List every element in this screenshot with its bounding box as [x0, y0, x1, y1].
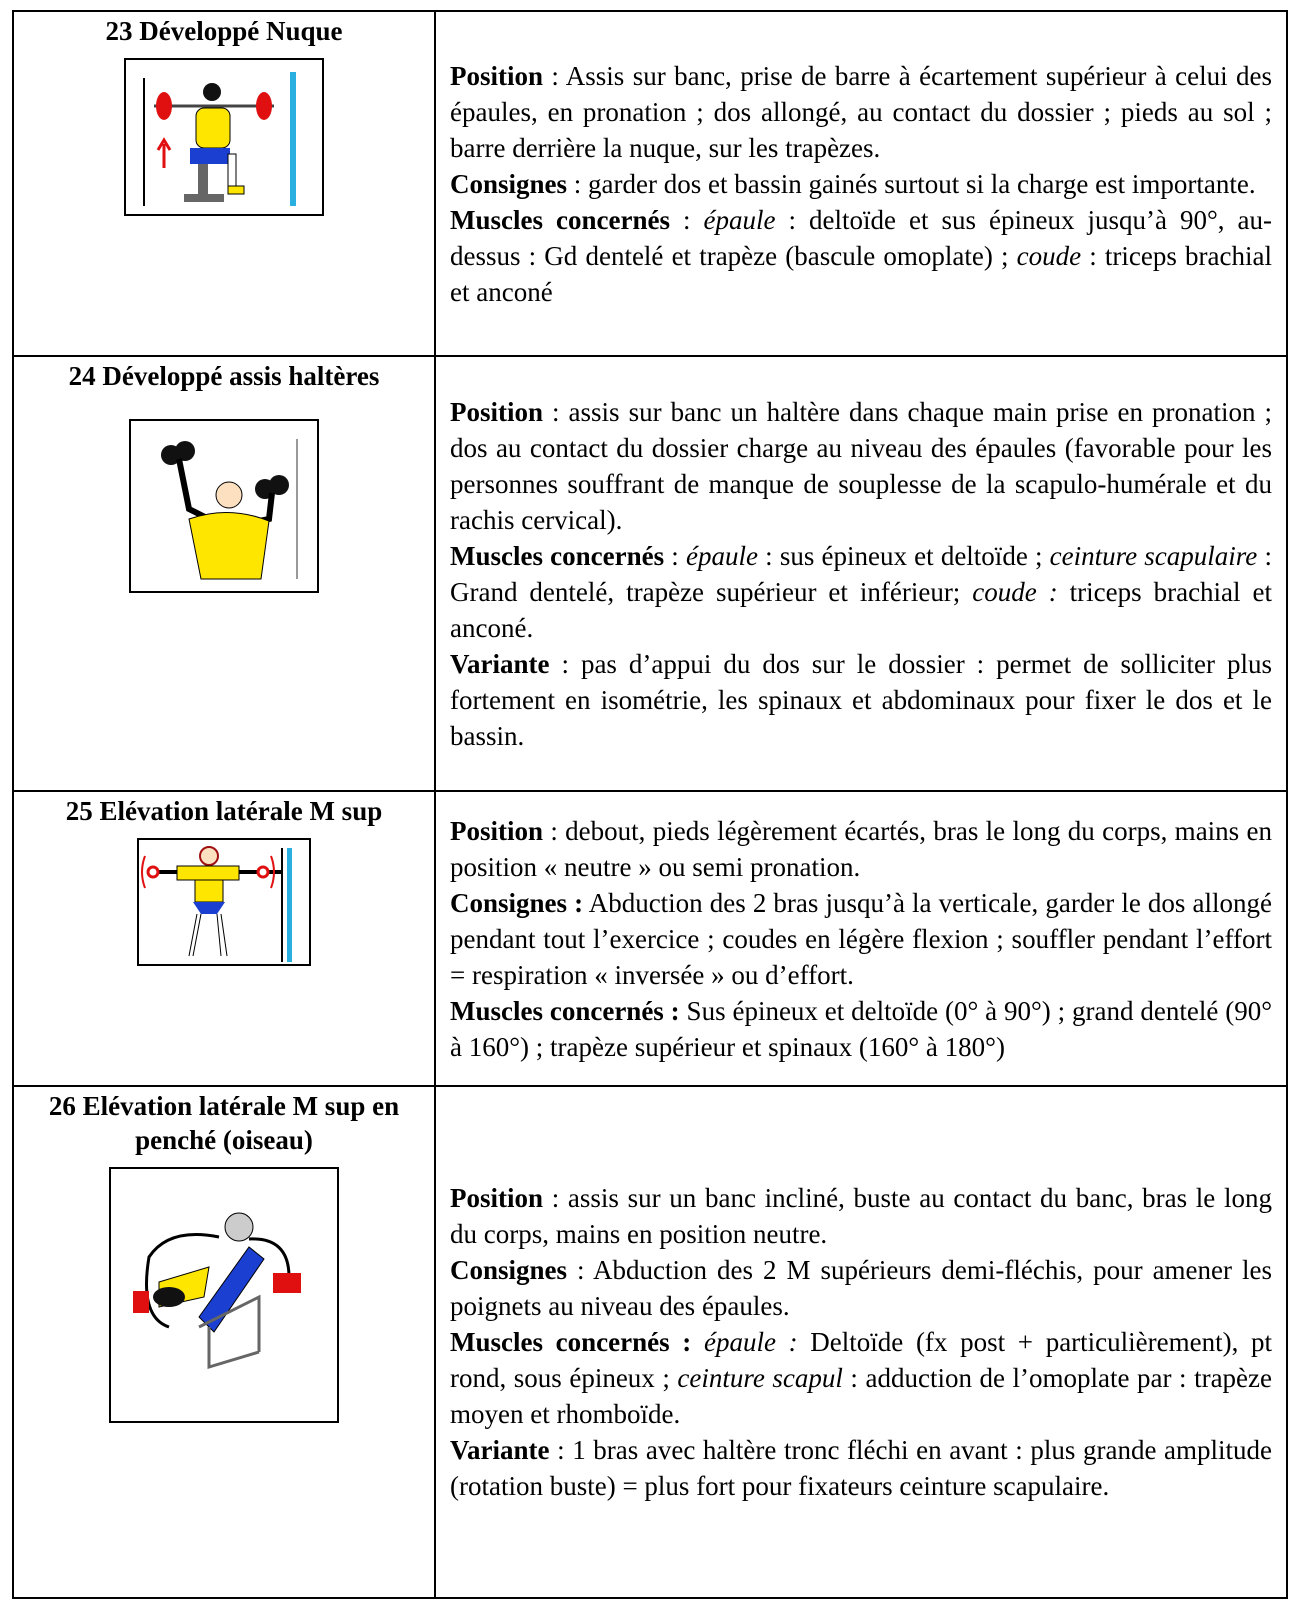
label: Position — [450, 815, 544, 846]
left-cell: 23 Développé Nuque — [12, 10, 436, 357]
text: : — [664, 540, 686, 571]
paragraph: Position : debout, pieds légèrement écar… — [450, 813, 1272, 885]
illustration — [129, 419, 319, 593]
paragraph: Variante : 1 bras avec haltère tronc flé… — [450, 1432, 1272, 1504]
exercise-table: 23 Développé Nuque Position : Assis sur … — [12, 10, 1288, 1599]
exercise-title: 24 Développé assis haltères — [68, 361, 380, 391]
left-cell: 25 Elévation latérale M sup — [12, 790, 436, 1087]
left-cell: 26 Elévation latérale M sup en penché (o… — [12, 1085, 436, 1599]
illustration — [137, 838, 311, 966]
label: Position — [450, 1183, 544, 1213]
paragraph: Consignes : Abduction des 2 M supérieurs… — [450, 1252, 1272, 1324]
exercise-title: 26 Elévation latérale M sup en penché (o… — [48, 1091, 400, 1155]
paragraph: Position : assis sur banc un haltère dan… — [450, 394, 1272, 538]
text — [691, 1327, 704, 1357]
description: Position : Assis sur banc, prise de barr… — [450, 58, 1272, 310]
row: 26 Elévation latérale M sup en penché (o… — [12, 1085, 1288, 1599]
right-cell: Position : assis sur un banc incliné, bu… — [434, 1085, 1288, 1599]
label: Muscles concernés — [450, 204, 670, 235]
text: épaule : — [703, 1327, 798, 1357]
row: 24 Développé assis haltères Position : a… — [12, 355, 1288, 792]
paragraph: Muscles concernés : épaule : deltoïde et… — [450, 202, 1272, 310]
text: : assis sur banc un haltère dans chaque … — [450, 396, 1272, 535]
exercise-title: 23 Développé Nuque — [105, 16, 343, 46]
paragraph: Muscles concernés : Sus épineux et delto… — [450, 993, 1272, 1065]
text: Sus épineux et deltoïde (0° à 90°) ; gra… — [450, 995, 1273, 1062]
right-cell: Position : debout, pieds légèrement écar… — [434, 790, 1288, 1087]
text: : debout, pieds légèrement écartés, bras… — [450, 815, 1272, 882]
paragraph: Muscles concernés : épaule : sus épineux… — [450, 538, 1272, 646]
row: 23 Développé Nuque Position : Assis sur … — [12, 10, 1288, 357]
text: : garder dos et bassin gainés surtout si… — [567, 168, 1256, 199]
right-cell: Position : assis sur banc un haltère dan… — [434, 355, 1288, 792]
row: 25 Elévation latérale M sup Position : d… — [12, 790, 1288, 1087]
text: ceinture scapul — [677, 1363, 843, 1393]
label: Position — [450, 60, 544, 91]
paragraph: Position : Assis sur banc, prise de barr… — [450, 58, 1272, 166]
description: Position : debout, pieds légèrement écar… — [450, 813, 1272, 1065]
label: Consignes : — [450, 887, 584, 918]
text: : pas d’appui du dos sur le dossier : pe… — [450, 648, 1272, 751]
text: : assis sur un banc incliné, buste au co… — [450, 1183, 1272, 1249]
illustration — [109, 1167, 339, 1423]
text: : Abduction des 2 M supérieurs demi-fléc… — [450, 1255, 1272, 1321]
description: Position : assis sur banc un haltère dan… — [450, 394, 1272, 754]
right-cell: Position : Assis sur banc, prise de barr… — [434, 10, 1288, 357]
paragraph: Muscles concernés : épaule : Deltoïde (f… — [450, 1324, 1272, 1432]
text: : Grand dentelé, trapèze supérieur et in… — [450, 540, 1272, 607]
paragraph: Consignes : garder dos et bassin gainés … — [450, 166, 1272, 202]
text: : triceps brachial et anconé — [450, 240, 1272, 307]
label: Variante — [450, 648, 550, 679]
label: Consignes — [450, 1255, 568, 1285]
label: Muscles concernés — [450, 540, 665, 571]
label: Position — [450, 396, 544, 427]
paragraph: Position : assis sur un banc incliné, bu… — [450, 1180, 1272, 1252]
text: triceps brachial et anconé. — [450, 576, 1272, 643]
label: Muscles concernés : — [450, 1327, 692, 1357]
label: Consignes — [450, 168, 568, 199]
text: épaule — [703, 204, 776, 235]
description: Position : assis sur un banc incliné, bu… — [450, 1180, 1272, 1504]
label: Muscles concernés : — [450, 995, 680, 1026]
exercise-title: 25 Elévation latérale M sup — [65, 796, 383, 826]
text: ceinture scapulaire — [1049, 540, 1258, 571]
text: coude — [1016, 240, 1082, 271]
text: : 1 bras avec haltère tronc fléchi en av… — [450, 1435, 1272, 1501]
text: Deltoïde (fx post + particulièrement), p… — [450, 1327, 1273, 1393]
text: épaule — [685, 540, 758, 571]
label: Variante — [450, 1435, 550, 1465]
text: : adduction de l’omoplate par : trapèze … — [450, 1363, 1272, 1429]
text: : Assis sur banc, prise de barre à écart… — [450, 60, 1272, 163]
text: : sus épineux et deltoïde ; — [757, 540, 1050, 571]
illustration — [124, 58, 324, 216]
paragraph: Variante : pas d’appui du dos sur le dos… — [450, 646, 1272, 754]
left-cell: 24 Développé assis haltères — [12, 355, 436, 792]
paragraph: Consignes : Abduction des 2 bras jusqu’à… — [450, 885, 1272, 993]
text: : deltoïde et sus épineux jusqu’à 90°, a… — [450, 204, 1272, 271]
text: : — [669, 204, 704, 235]
text: coude : — [972, 576, 1058, 607]
text: Abduction des 2 bras jusqu’à la vertical… — [450, 887, 1272, 990]
